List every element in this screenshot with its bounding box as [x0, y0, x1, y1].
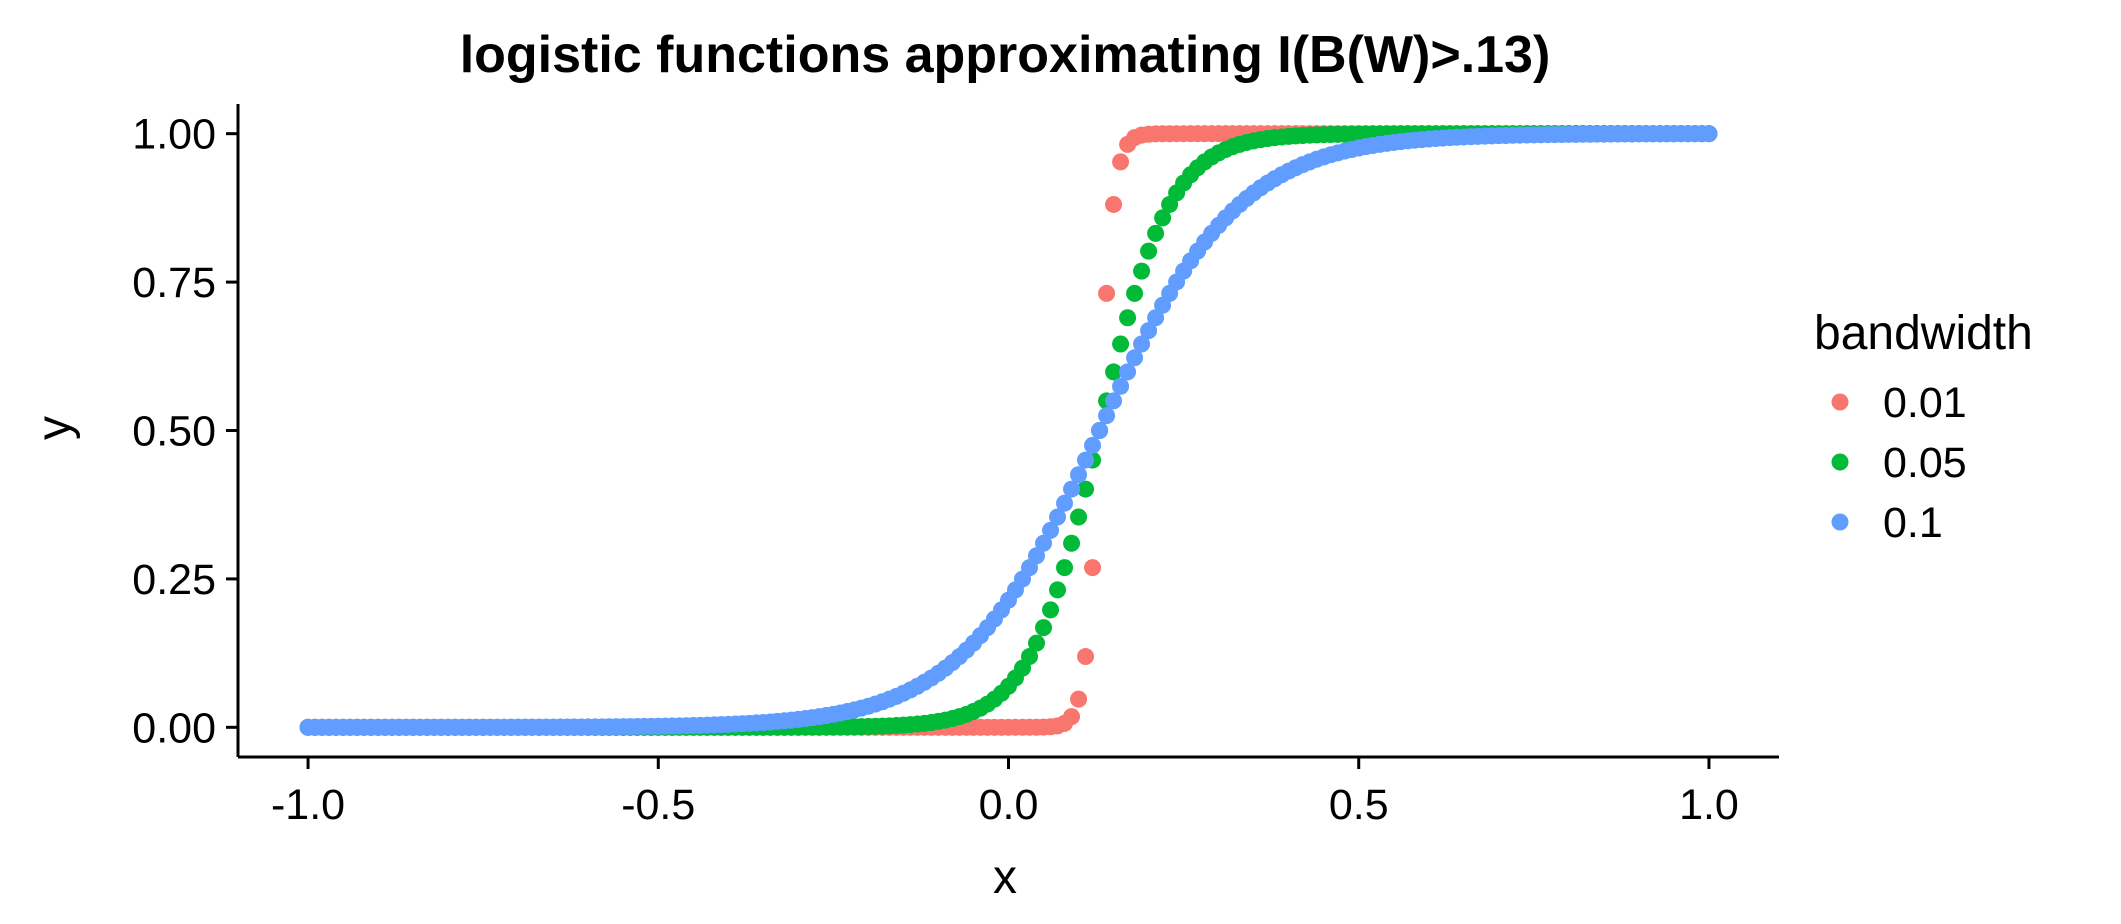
plot-points — [299, 125, 1718, 736]
x-tick-label: 1.0 — [1679, 781, 1739, 829]
x-tick-label: -0.5 — [621, 781, 695, 829]
x-tick-label: -1.0 — [271, 781, 345, 829]
data-point — [1049, 508, 1067, 526]
data-point — [1028, 634, 1046, 652]
legend-label: 0.05 — [1883, 439, 1967, 487]
data-point — [1042, 601, 1060, 619]
data-point — [1112, 377, 1130, 395]
data-point — [1084, 559, 1102, 577]
legend-items: 0.01 0.05 0.1 — [1831, 379, 1967, 547]
data-point — [1126, 349, 1144, 367]
data-point — [1063, 534, 1081, 552]
data-point — [1140, 242, 1158, 260]
x-tick-label: 0.0 — [979, 781, 1039, 829]
y-tick-label: 0.50 — [132, 408, 216, 456]
data-point — [1035, 534, 1053, 552]
legend-title: bandwidth — [1814, 307, 2033, 360]
data-point — [1056, 559, 1074, 577]
y-tick-label: 0.75 — [132, 259, 216, 307]
data-point — [1042, 521, 1060, 539]
legend-key — [1831, 513, 1849, 531]
data-point — [1105, 363, 1123, 381]
legend-label: 0.01 — [1883, 379, 1967, 427]
data-point — [1063, 708, 1081, 726]
data-point — [1154, 209, 1172, 227]
data-point — [1119, 309, 1137, 327]
x-tick-label: 0.5 — [1329, 781, 1389, 829]
data-point — [1077, 480, 1095, 498]
x-axis-ticks: -1.0 -0.5 0.0 0.5 1.0 — [271, 757, 1739, 829]
data-point — [1112, 335, 1130, 353]
data-point — [1049, 581, 1067, 599]
data-point — [1119, 363, 1137, 381]
x-axis-title: x — [993, 851, 1017, 904]
data-point — [1700, 125, 1718, 143]
data-point — [1035, 619, 1053, 637]
data-point — [1126, 284, 1144, 302]
chart-title: logistic functions approximating I(B(W)>… — [460, 26, 1551, 84]
data-point — [1098, 407, 1116, 425]
data-point — [1063, 480, 1081, 498]
data-point — [1084, 436, 1102, 454]
data-point — [1070, 466, 1088, 484]
data-point — [1098, 284, 1116, 302]
y-tick-label: 0.25 — [132, 556, 216, 604]
y-axis-title: y — [28, 416, 81, 440]
data-point — [1077, 451, 1095, 469]
data-point — [1147, 224, 1165, 242]
series-0.1 — [299, 125, 1718, 736]
data-point — [1070, 508, 1088, 526]
data-point — [1140, 322, 1158, 340]
data-point — [1070, 690, 1088, 708]
data-point — [1112, 153, 1130, 171]
data-point — [1105, 392, 1123, 410]
y-tick-label: 0.00 — [132, 704, 216, 752]
legend-key — [1831, 453, 1849, 471]
legend-key — [1831, 393, 1849, 411]
data-point — [1105, 195, 1123, 213]
data-point — [1147, 309, 1165, 327]
y-axis-ticks: 0.00 0.25 0.50 0.75 1.00 — [132, 111, 238, 752]
y-tick-label: 1.00 — [132, 111, 216, 159]
data-point — [1091, 422, 1109, 439]
series-0.01 — [299, 125, 1718, 736]
legend-label: 0.1 — [1883, 499, 1943, 547]
data-point — [1133, 335, 1151, 353]
data-point — [1077, 648, 1095, 666]
series-0.05 — [299, 125, 1718, 736]
data-point — [1028, 547, 1046, 565]
data-point — [1021, 648, 1039, 666]
data-point — [1133, 262, 1151, 280]
data-point — [1056, 494, 1074, 512]
legend: bandwidth 0.01 0.05 0.1 — [1814, 307, 2033, 547]
